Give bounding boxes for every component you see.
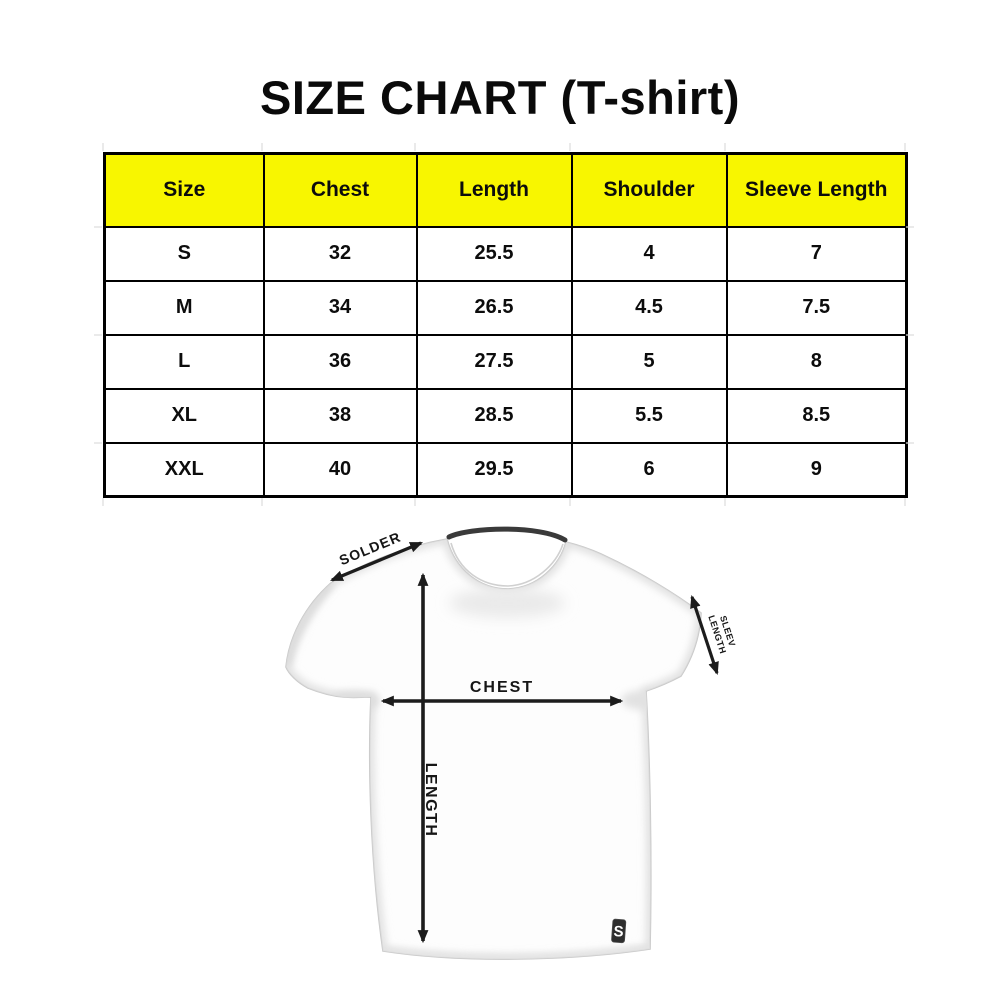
cell-sleeve-length: 8 [725, 333, 908, 390]
cell-chest: 34 [262, 279, 418, 336]
cell-size: XXL [103, 441, 265, 498]
length-measurement: LENGTH [417, 572, 439, 944]
column-header-chest: Chest [262, 152, 418, 228]
cell-length: 29.5 [415, 441, 573, 498]
cell-size: L [103, 333, 265, 390]
cell-shoulder: 4.5 [570, 279, 728, 336]
brand-logo-letter: S [613, 923, 624, 941]
sleeve-length-arrow [690, 594, 719, 676]
tshirt-collar-front-seam [450, 542, 564, 587]
table-row-m: M 34 26.5 4.5 7.5 [103, 279, 908, 336]
table-row-xl: XL 38 28.5 5.5 8.5 [103, 387, 908, 444]
shoulder-label: SOLDER [337, 528, 404, 568]
shoulder-arrow [329, 541, 424, 582]
cell-shoulder: 4 [570, 225, 728, 282]
table-row-s: S 32 25.5 4 7 [103, 225, 908, 282]
cell-chest: 32 [262, 225, 418, 282]
table-row-xxl: XXL 40 29.5 6 9 [103, 441, 908, 498]
cell-length: 26.5 [415, 279, 573, 336]
cell-size: S [103, 225, 265, 282]
cell-chest: 38 [262, 387, 418, 444]
cell-chest: 36 [262, 333, 418, 390]
cell-length: 27.5 [415, 333, 573, 390]
cell-shoulder: 5.5 [570, 387, 728, 444]
table-row-l: L 36 27.5 5 8 [103, 333, 908, 390]
cell-sleeve-length: 8.5 [725, 387, 908, 444]
cell-sleeve-length: 9 [725, 441, 908, 498]
cell-length: 28.5 [415, 387, 573, 444]
cell-size: XL [103, 387, 265, 444]
sleeve-length-measurement: SLEEV LENGTH [690, 594, 737, 676]
cell-shoulder: 6 [570, 441, 728, 498]
column-header-sleeve-length: Sleeve Length [725, 152, 908, 228]
table-header-row: Size Chest Length Shoulder Sleeve Length [103, 152, 908, 228]
column-header-length: Length [415, 152, 573, 228]
column-header-size: Size [103, 152, 265, 228]
page-title: SIZE CHART (T-shirt) [260, 71, 740, 124]
cell-length: 25.5 [415, 225, 573, 282]
chest-measurement: CHEST [380, 679, 624, 707]
cell-sleeve-length: 7.5 [725, 279, 908, 336]
shoulder-measurement: SOLDER [329, 528, 424, 582]
sleeve-length-label-line1: SLEEV [718, 614, 737, 648]
cell-size: M [103, 279, 265, 336]
tshirt-collar-back-band [446, 526, 568, 543]
cell-shoulder: 5 [570, 333, 728, 390]
chest-label: CHEST [470, 679, 534, 696]
tshirt-body [285, 538, 702, 960]
cell-chest: 40 [262, 441, 418, 498]
cell-sleeve-length: 7 [725, 225, 908, 282]
length-label: LENGTH [422, 763, 439, 838]
size-chart-table: Size Chest Length Shoulder Sleeve Length… [103, 152, 908, 498]
brand-logo: S [611, 918, 627, 944]
sleeve-length-label-line2: LENGTH [706, 614, 728, 655]
column-header-shoulder: Shoulder [570, 152, 728, 228]
tshirt-shading [286, 539, 701, 960]
